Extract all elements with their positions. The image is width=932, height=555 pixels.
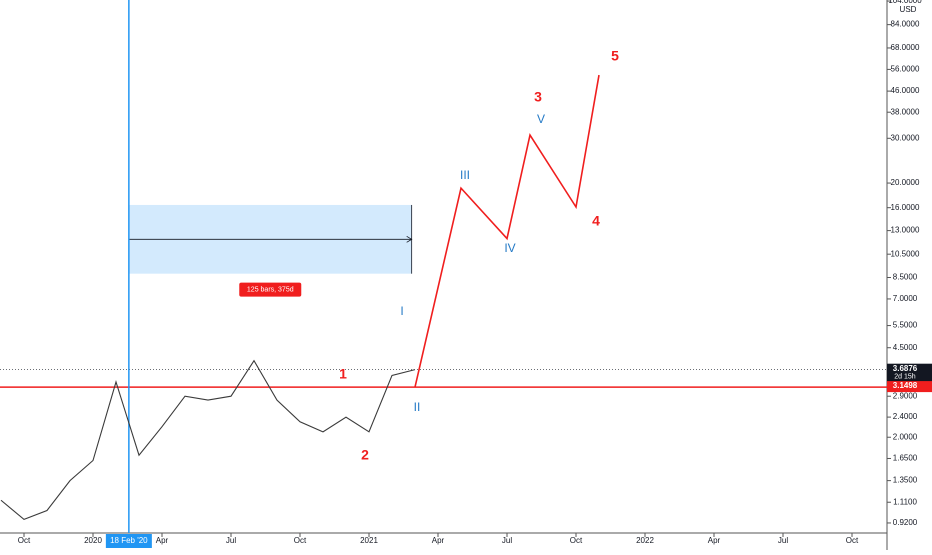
y-tick-label: 4.5000: [893, 343, 918, 352]
crosshair-label: 18 Feb '20: [110, 536, 148, 545]
y-tick-label: 16.0000: [891, 203, 920, 212]
x-tick-label: Oct: [18, 536, 31, 545]
range-label-bg: [239, 282, 302, 297]
x-tick-label: 2022: [636, 536, 654, 545]
wave-label: 1: [339, 366, 347, 382]
price-label: 3.6876: [893, 364, 918, 373]
y-tick-label: 84.0000: [891, 20, 920, 29]
x-tick-label: Oct: [570, 536, 583, 545]
range-label: 125 bars, 375d: [247, 287, 294, 294]
wave-label: 5: [611, 48, 619, 64]
wave-label: 2: [361, 447, 369, 463]
y-tick-label: 30.0000: [891, 133, 920, 142]
y-tick-label: 1.3500: [893, 476, 918, 485]
x-tick-label: Jul: [778, 536, 788, 545]
y-tick-label: 2.4000: [893, 412, 918, 421]
wave-label: I: [400, 304, 403, 318]
x-tick-label: Jul: [226, 536, 236, 545]
price-label-bg: [887, 363, 932, 382]
y-unit: USD: [900, 5, 917, 14]
y-tick-label: 20.0000: [891, 178, 920, 187]
x-tick-label: Apr: [156, 536, 169, 545]
y-tick-label: 38.0000: [891, 107, 920, 116]
y-tick-label: 56.0000: [891, 65, 920, 74]
x-tick-label: Apr: [432, 536, 445, 545]
y-tick-label: 2.9000: [893, 391, 918, 400]
y-tick-label: 7.0000: [893, 294, 918, 303]
y-tick-label: 10.5000: [891, 249, 920, 258]
x-tick-label: Jul: [502, 536, 512, 545]
y-tick-label: 104.0000: [888, 0, 922, 5]
wave-label: 3: [534, 89, 542, 105]
y-tick-label: 46.0000: [891, 86, 920, 95]
y-tick-label: 2.0000: [893, 432, 918, 441]
y-tick-label: 8.5000: [893, 273, 918, 282]
y-tick-label: 68.0000: [891, 43, 920, 52]
wave-label: III: [460, 168, 470, 182]
y-tick-label: 0.9200: [893, 518, 918, 527]
price-line-series: [414, 74, 600, 388]
x-tick-label: Oct: [294, 536, 307, 545]
price-line-series: [0, 359, 416, 521]
wave-label: 4: [592, 213, 600, 229]
x-tick-label: Apr: [708, 536, 721, 545]
price-label-bg: [887, 381, 932, 393]
x-tick-label: 2021: [360, 536, 378, 545]
y-tick-label: 1.1100: [893, 497, 917, 506]
crosshair-label-bg: [105, 534, 152, 548]
y-tick-label: 1.6500: [893, 454, 918, 463]
y-tick-label: 13.0000: [891, 226, 920, 235]
y-tick-label: 5.5000: [893, 321, 918, 330]
wave-label: II: [414, 400, 421, 414]
x-tick-label: 2020: [84, 536, 102, 545]
countdown: 2d 15h: [894, 374, 916, 381]
price-label: 3.1498: [893, 381, 918, 390]
wave-label: V: [537, 112, 545, 126]
wave-label: IV: [504, 241, 515, 255]
x-tick-label: Oct: [846, 536, 859, 545]
